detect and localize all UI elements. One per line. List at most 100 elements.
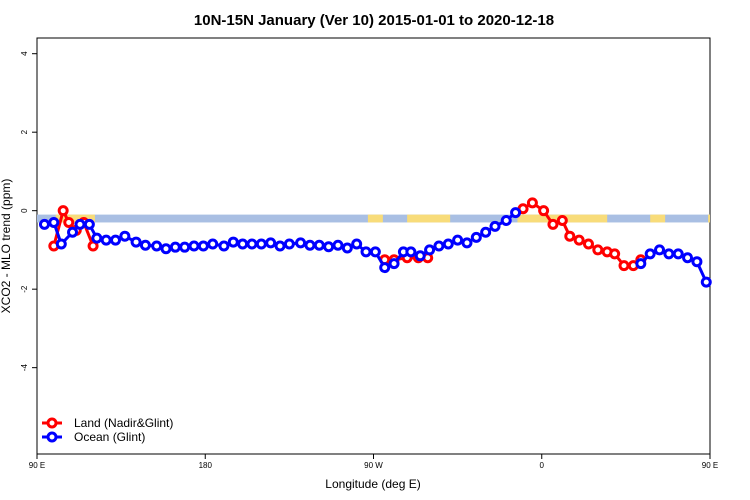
- series-ocean-point: [274, 240, 286, 252]
- series-ocean-point: [500, 214, 512, 226]
- series-ocean-point: [74, 218, 86, 230]
- series-ocean-point: [304, 239, 316, 251]
- series-ocean-point: [237, 238, 249, 250]
- series-land-point: [63, 216, 75, 228]
- series-ocean-point: [283, 238, 295, 250]
- series-land-point: [556, 214, 568, 226]
- series-ocean-point: [480, 226, 492, 238]
- series-ocean-point: [48, 216, 60, 228]
- series-ocean-point: [169, 241, 181, 253]
- series-ocean-point: [188, 240, 200, 252]
- series-land-segment: [52, 209, 65, 248]
- series-ocean-point: [332, 239, 344, 251]
- series-ocean-point: [510, 207, 522, 219]
- land-ocean-band: [37, 214, 710, 223]
- series-ocean-point: [139, 239, 151, 251]
- legend-land-marker: [46, 417, 58, 429]
- series-ocean-point: [388, 258, 400, 270]
- series-land-point: [564, 230, 576, 242]
- series-land: [48, 197, 647, 272]
- series-ocean-point: [700, 276, 712, 288]
- series-ocean-point: [341, 242, 353, 254]
- land-band-segment: [407, 214, 451, 223]
- series-layer: [38, 197, 712, 288]
- land-band-segment: [650, 214, 666, 223]
- y-tick-label: -4: [20, 364, 29, 372]
- series-ocean-point: [442, 238, 454, 250]
- series-ocean-point: [197, 240, 209, 252]
- series-ocean-point: [654, 244, 666, 256]
- series-land-point: [573, 234, 585, 246]
- series-ocean-point: [246, 238, 258, 250]
- series-ocean-point: [130, 236, 142, 248]
- series-land-point: [618, 260, 630, 272]
- series-ocean-point: [424, 244, 436, 256]
- y-axis: 4 2 0 -2 -4: [20, 51, 37, 371]
- series-ocean-point: [91, 232, 103, 244]
- series-ocean-point: [160, 243, 172, 255]
- legend-ocean-marker: [46, 431, 58, 443]
- legend-land-label: Land (Nadir&Glint): [74, 416, 173, 430]
- chart-title: 10N-15N January (Ver 10) 2015-01-01 to 2…: [194, 12, 554, 29]
- x-tick-label: 90 W: [364, 461, 383, 470]
- land-band-segment: [55, 214, 95, 223]
- series-ocean-point: [414, 250, 426, 262]
- series-ocean-point: [369, 246, 381, 258]
- series-ocean-point: [265, 237, 277, 249]
- land-band-segment: [708, 214, 710, 223]
- series-ocean-point: [360, 246, 372, 258]
- x-axis: 90 E 180 90 W 0 90 E: [29, 454, 718, 470]
- land-band-segment: [367, 214, 383, 223]
- series-ocean-point: [110, 234, 122, 246]
- series-ocean-point: [218, 240, 230, 252]
- series-ocean-point: [207, 238, 219, 250]
- y-axis-label: XCO2 - MLO trend (ppm): [0, 179, 13, 314]
- x-tick-label: 90 E: [29, 461, 45, 470]
- series-land-point: [592, 244, 604, 256]
- series-ocean-point: [67, 226, 79, 238]
- y-tick-label: 4: [20, 51, 29, 56]
- series-ocean-point: [227, 236, 239, 248]
- series-ocean-point: [489, 220, 501, 232]
- series-land-point: [526, 197, 538, 209]
- series-ocean-point: [179, 241, 191, 253]
- series-ocean-point: [100, 234, 112, 246]
- series-ocean-point: [663, 248, 675, 260]
- series-ocean-point: [313, 239, 325, 251]
- series-ocean-point: [461, 237, 473, 249]
- series-ocean-point: [295, 237, 307, 249]
- series-ocean-point: [433, 240, 445, 252]
- series-land-point: [582, 238, 594, 250]
- series-ocean: [38, 207, 712, 288]
- x-tick-label: 0: [540, 461, 545, 470]
- series-ocean-point: [83, 218, 95, 230]
- series-ocean-point: [672, 248, 684, 260]
- series-ocean-point: [38, 218, 50, 230]
- series-ocean-point: [255, 238, 267, 250]
- y-tick-label: 0: [20, 208, 29, 213]
- series-ocean-point: [405, 246, 417, 258]
- x-axis-label: Longitude (deg E): [325, 477, 420, 491]
- y-tick-label: -2: [20, 285, 29, 293]
- series-ocean-point: [151, 240, 163, 252]
- series-ocean-point: [644, 248, 656, 260]
- series-ocean-point: [351, 238, 363, 250]
- legend: Land (Nadir&Glint) Ocean (Glint): [42, 416, 173, 444]
- series-ocean-point: [682, 252, 694, 264]
- y-tick-label: 2: [20, 129, 29, 134]
- series-land-point: [609, 248, 621, 260]
- series-ocean-point: [470, 231, 482, 243]
- series-ocean-point: [379, 262, 391, 274]
- series-ocean-point: [55, 238, 67, 250]
- series-ocean-point: [691, 256, 703, 268]
- x-tick-label: 90 E: [702, 461, 718, 470]
- legend-ocean-label: Ocean (Glint): [74, 430, 145, 444]
- series-ocean-point: [119, 230, 131, 242]
- series-land-point: [538, 205, 550, 217]
- x-tick-label: 180: [199, 461, 213, 470]
- series-land-point: [547, 218, 559, 230]
- series-land-point: [57, 205, 69, 217]
- series-ocean-point: [452, 234, 464, 246]
- series-ocean-point: [323, 241, 335, 253]
